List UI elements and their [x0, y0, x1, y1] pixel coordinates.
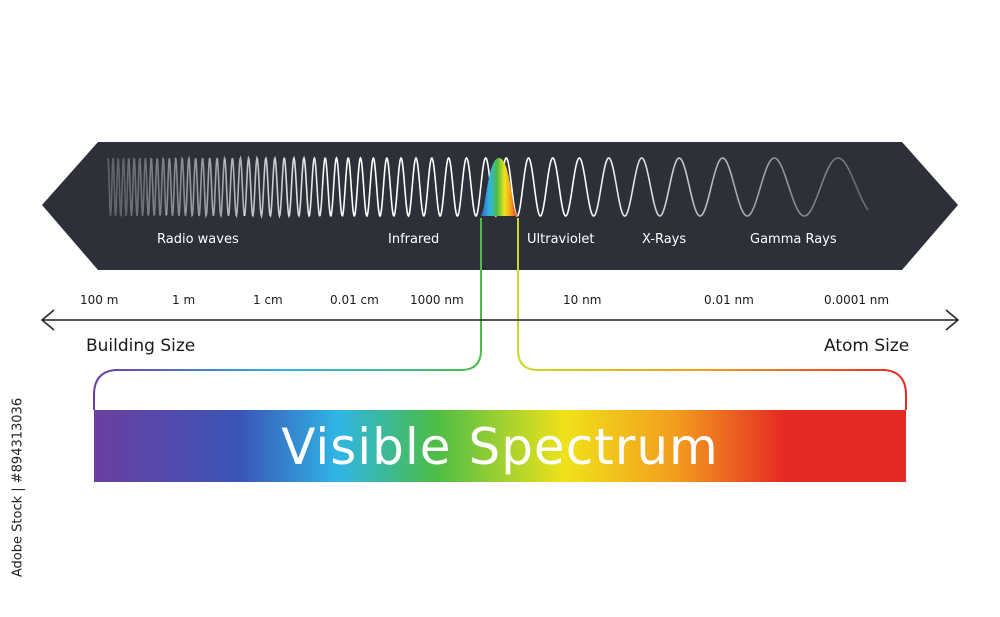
wave-segment [633, 157, 655, 204]
wave-segment [692, 181, 714, 217]
wave-segment [263, 155, 285, 219]
wave-segment [828, 157, 850, 171]
scale-label: 0.01 nm [704, 293, 754, 307]
wave-segment [711, 157, 733, 182]
wave-segment [594, 157, 616, 215]
wave-segment [126, 156, 148, 217]
label-gamma-rays: Gamma Rays [750, 232, 837, 247]
wave-segment [146, 156, 168, 216]
wave-segment [536, 157, 558, 217]
wave-segment [185, 155, 207, 218]
wave-segment [575, 157, 597, 217]
wave-segment [614, 177, 636, 217]
wave-segment [672, 157, 694, 202]
wave-segment [750, 159, 772, 213]
label-building-size: Building Size [86, 336, 196, 356]
label-infrared: Infrared [388, 232, 440, 247]
stock-credit: Adobe Stock | #894313036 [10, 397, 26, 578]
label-x-rays: X-Rays [642, 232, 687, 247]
label-atom-size: Atom Size [824, 336, 910, 356]
scale-label: 10 nm [563, 293, 602, 307]
wave-segment [438, 156, 460, 218]
wave-segment [789, 191, 811, 217]
scale-label: 1 m [172, 293, 196, 307]
wave-segment [731, 176, 753, 217]
wave-segment [458, 156, 480, 218]
wave-segment [809, 165, 831, 213]
visible-peak [480, 158, 518, 216]
left-connector [93, 218, 482, 410]
wave-segment [107, 157, 129, 218]
wave-segment [321, 156, 343, 217]
wave-segment [516, 157, 538, 217]
scale-label: 1000 nm [410, 293, 464, 307]
wave-segment [770, 157, 792, 193]
wave-segment [165, 156, 187, 217]
wave-segment [224, 155, 246, 219]
wave-segment [302, 155, 324, 218]
wave-segment [341, 156, 363, 217]
scale-arrow [40, 309, 960, 331]
wave-line [107, 155, 869, 219]
wave-segment [380, 156, 402, 218]
wave-segment [360, 156, 382, 218]
wave-segment [399, 156, 421, 218]
visible-spectrum-bar [94, 410, 906, 482]
scale-label: 0.01 cm [330, 293, 379, 307]
wave-segment [555, 165, 577, 217]
visible-spectrum-title: Visible Spectrum [281, 418, 719, 476]
label-ultraviolet: Ultraviolet [527, 232, 595, 247]
wave-segment [243, 155, 265, 219]
scale-label: 100 m [80, 293, 119, 307]
wave-segment [204, 155, 226, 219]
wave-segment [653, 168, 675, 217]
scale-label: 1 cm [253, 293, 283, 307]
scale-label: 0.0001 nm [824, 293, 890, 307]
label-radio-waves: Radio waves [157, 232, 239, 247]
right-connector [517, 218, 907, 410]
wave-segment [282, 155, 304, 219]
wave-segment [848, 169, 869, 211]
wave-segment [419, 157, 441, 217]
